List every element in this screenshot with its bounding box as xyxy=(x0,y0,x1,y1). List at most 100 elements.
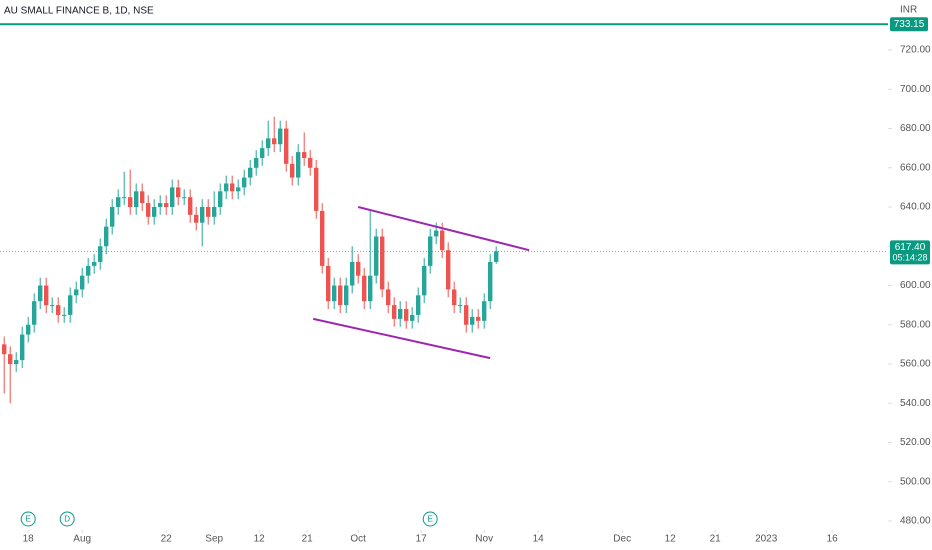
candle-body xyxy=(74,289,79,296)
candle-body xyxy=(260,148,265,158)
x-tick-label: 21 xyxy=(302,534,314,545)
candle-body xyxy=(356,261,361,276)
candle-body xyxy=(152,207,157,217)
candle-body xyxy=(422,265,427,296)
y-tick-label: 560.00 xyxy=(900,359,931,370)
candle-body xyxy=(26,324,31,335)
x-tick-label: 16 xyxy=(827,534,839,545)
candle-body xyxy=(368,275,373,302)
last-price-label: 617.40 xyxy=(895,242,926,253)
candle-body xyxy=(218,191,223,208)
candle-body xyxy=(62,314,67,316)
candle-body xyxy=(20,334,25,361)
candle-body xyxy=(404,309,409,321)
candle-body xyxy=(134,191,139,208)
candle-body xyxy=(68,295,73,315)
candle-body xyxy=(284,128,289,164)
candle-body xyxy=(254,157,259,168)
candle-body xyxy=(128,197,133,208)
candle-body xyxy=(278,128,283,145)
candle-body xyxy=(290,163,295,178)
candle-body xyxy=(398,309,403,319)
candle-body xyxy=(224,183,229,192)
candle-body xyxy=(242,177,247,188)
candle-body xyxy=(140,191,145,204)
x-tick-label: Nov xyxy=(475,534,493,545)
candle-body xyxy=(110,207,115,227)
event-marker xyxy=(422,511,438,527)
candle-body xyxy=(116,197,121,208)
event-label: D xyxy=(64,515,70,524)
candle-body xyxy=(230,183,235,192)
candle-body xyxy=(308,157,313,168)
candle-body xyxy=(32,301,37,325)
candle-body xyxy=(56,305,61,315)
y-tick-label: 640.00 xyxy=(900,202,931,213)
candle-body xyxy=(332,285,337,302)
trend-line xyxy=(312,317,491,360)
candle-body xyxy=(1,344,7,355)
candle-body xyxy=(380,236,385,290)
x-tick-label: 22 xyxy=(161,534,173,545)
candle-body xyxy=(266,138,271,149)
candle-body xyxy=(122,197,127,199)
candle-body xyxy=(416,295,421,315)
y-tick-label: 700.00 xyxy=(900,84,931,95)
candle-body xyxy=(296,152,301,178)
candle-body xyxy=(470,316,475,325)
y-tick-label: 660.00 xyxy=(900,162,931,173)
candle-body xyxy=(464,305,469,325)
level-label: 733.15 xyxy=(894,19,925,30)
candle-body xyxy=(452,289,457,306)
event-marker xyxy=(20,511,36,527)
candle-body xyxy=(14,360,19,364)
candle-body xyxy=(350,261,355,286)
y-tick-label: 600.00 xyxy=(900,280,931,291)
y-tick-label: 680.00 xyxy=(900,123,931,134)
candle-body xyxy=(410,314,415,321)
candle-body xyxy=(488,261,493,302)
currency: INR xyxy=(900,5,917,16)
trend-line xyxy=(357,206,530,252)
candle-body xyxy=(8,354,13,364)
x-tick-label: 2023 xyxy=(755,534,778,545)
event-label: E xyxy=(26,515,31,524)
candle-body xyxy=(362,275,367,302)
countdown: 05:14:28 xyxy=(892,253,927,263)
candle-body xyxy=(434,230,439,237)
candle-body xyxy=(206,207,211,217)
y-tick-label: 480.00 xyxy=(900,516,931,527)
candle-body xyxy=(44,285,49,306)
chart-title: AU SMALL FINANCE B, 1D, NSE xyxy=(4,6,154,17)
candle-body xyxy=(458,305,463,307)
candle-body xyxy=(272,138,277,145)
x-tick-label: 14 xyxy=(533,534,545,545)
candle-body xyxy=(80,275,85,290)
x-tick-label: 17 xyxy=(416,534,428,545)
y-tick-label: 540.00 xyxy=(900,398,931,409)
candle-body xyxy=(302,152,307,158)
candle-body xyxy=(440,230,445,251)
candle-body xyxy=(38,285,43,302)
y-tick-label: 520.00 xyxy=(900,437,931,448)
level-badge xyxy=(890,17,928,32)
candle-body xyxy=(482,301,487,321)
candle-body xyxy=(374,236,379,276)
candle-body xyxy=(494,251,499,262)
candle-body xyxy=(176,187,181,198)
candle-body xyxy=(194,214,199,223)
candle-body xyxy=(50,305,55,307)
candle-body xyxy=(326,265,331,302)
candle-body xyxy=(104,226,109,247)
candle-body xyxy=(92,261,97,266)
candle-body xyxy=(158,203,163,208)
candle-body xyxy=(146,203,151,217)
candle-body xyxy=(392,305,397,319)
candle-body xyxy=(338,285,343,306)
y-tick-label: 720.00 xyxy=(900,45,931,56)
x-tick-label: Sep xyxy=(205,534,223,545)
candle-body xyxy=(344,285,349,306)
candle-body xyxy=(446,250,451,290)
